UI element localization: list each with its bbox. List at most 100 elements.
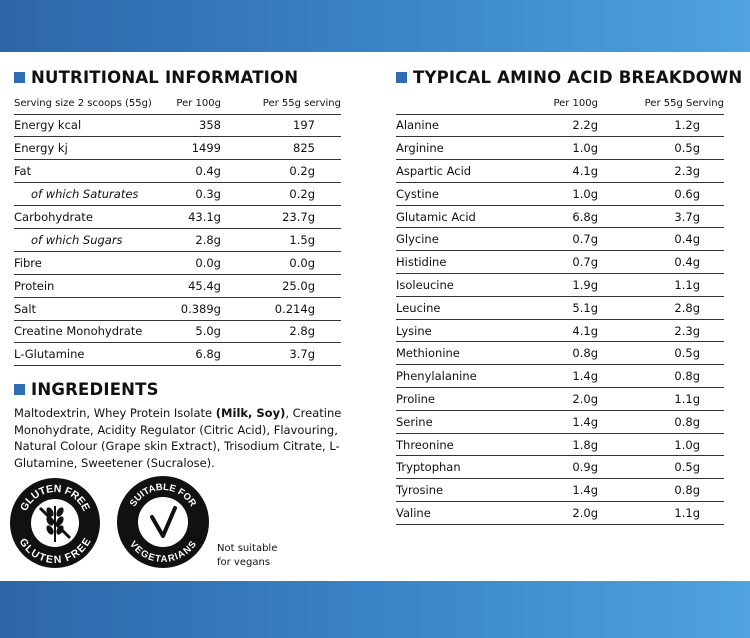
nutrition-row: Energy kcal 358 197 bbox=[14, 114, 341, 138]
ingredients-title: INGREDIENTS bbox=[31, 380, 159, 399]
vegan-note: Not suitable for vegans bbox=[217, 542, 277, 570]
row-per100-value: 2.8g bbox=[151, 228, 227, 252]
row-per-serving-value: 2.8g bbox=[226, 320, 341, 344]
amino-row: Arginine 1.0g 0.5g bbox=[396, 136, 724, 161]
row-per-serving-value: 1.2g bbox=[604, 114, 724, 138]
row-label: Creatine Monohydrate bbox=[14, 320, 152, 344]
vegetarian-badge: SUITABLE FOR VEGETARIANS bbox=[117, 476, 209, 568]
row-per-serving-value: 0.8g bbox=[604, 478, 724, 503]
row-per-serving-value: 0.2g bbox=[226, 159, 341, 184]
row-per-serving-value: 0.5g bbox=[604, 455, 724, 480]
row-per-serving-value: 1.1g bbox=[604, 273, 724, 297]
amino-row: Methionine 0.8g 0.5g bbox=[396, 341, 724, 366]
nutrition-row: Carbohydrate 43.1g 23.7g bbox=[14, 205, 341, 229]
amino-header-row: Per 100g Per 55g Serving bbox=[396, 94, 724, 115]
row-per-serving-value: 25.0g bbox=[226, 274, 341, 298]
row-per-serving-value: 0.8g bbox=[604, 410, 724, 434]
amino-table: Per 100g Per 55g Serving Alanine 2.2g 1.2g… bbox=[396, 94, 724, 525]
row-per-serving-value: 0.5g bbox=[604, 136, 724, 161]
row-per100-value: 358 bbox=[151, 114, 227, 138]
nutrition-row: Protein 45.4g 25.0g bbox=[14, 274, 341, 298]
per100-header: Per 100g bbox=[151, 94, 227, 115]
row-per-serving-value: 1.0g bbox=[604, 433, 724, 457]
row-label: Fibre bbox=[14, 251, 152, 275]
row-per-serving-value: 2.3g bbox=[604, 319, 724, 343]
amino-title: TYPICAL AMINO ACID BREAKDOWN bbox=[413, 68, 743, 87]
row-per100-value: 1.4g bbox=[510, 478, 604, 503]
row-per100-value: 43.1g bbox=[151, 205, 227, 229]
amino-row: Serine 1.4g 0.8g bbox=[396, 410, 724, 434]
row-per-serving-value: 1.1g bbox=[604, 387, 724, 411]
amino-row: Phenylalanine 1.4g 0.8g bbox=[396, 364, 724, 389]
row-per-serving-value: 197 bbox=[226, 114, 341, 138]
nutrition-heading: NUTRITIONAL INFORMATION bbox=[14, 68, 298, 87]
row-per-serving-value: 0.4g bbox=[604, 227, 724, 252]
row-per100-value: 1.4g bbox=[510, 410, 604, 434]
amino-row: Alanine 2.2g 1.2g bbox=[396, 114, 724, 138]
row-per100-value: 0.4g bbox=[151, 159, 227, 184]
row-per100-value: 6.8g bbox=[151, 342, 227, 367]
row-per100-value: 1.0g bbox=[510, 136, 604, 161]
row-per100-value: 0.9g bbox=[510, 455, 604, 480]
nutrition-table: Serving size 2 scoops (55g) Per 100g Per… bbox=[14, 94, 341, 367]
amino-row: Lysine 4.1g 2.3g bbox=[396, 319, 724, 343]
amino-row: Glycine 0.7g 0.4g bbox=[396, 227, 724, 252]
row-per100-value: 0.8g bbox=[510, 341, 604, 366]
row-per100-value: 5.1g bbox=[510, 296, 604, 320]
row-label: Glycine bbox=[396, 227, 510, 252]
amino-row: Histidine 0.7g 0.4g bbox=[396, 250, 724, 275]
row-per100-value: 0.389g bbox=[151, 297, 227, 321]
row-label: of which Saturates bbox=[14, 182, 152, 207]
amino-row: Glutamic Acid 6.8g 3.7g bbox=[396, 205, 724, 229]
row-label: Energy kj bbox=[14, 136, 152, 161]
row-per100-value: 4.1g bbox=[510, 319, 604, 343]
row-label: Leucine bbox=[396, 296, 510, 320]
amino-per100-header: Per 100g bbox=[510, 94, 604, 115]
row-label: Serine bbox=[396, 410, 510, 434]
wheat-crossed-icon bbox=[38, 506, 72, 542]
row-label: Protein bbox=[14, 274, 152, 298]
row-label: Valine bbox=[396, 501, 510, 525]
nutrition-row: of which Sugars 2.8g 1.5g bbox=[14, 228, 341, 252]
bottom-color-band bbox=[0, 581, 750, 638]
row-per100-value: 4.1g bbox=[510, 159, 604, 183]
nutrition-row: Fat 0.4g 0.2g bbox=[14, 159, 341, 184]
amino-row: Valine 2.0g 1.1g bbox=[396, 501, 724, 525]
row-per100-value: 0.0g bbox=[151, 251, 227, 275]
row-per-serving-value: 3.7g bbox=[604, 205, 724, 229]
row-per-serving-value: 825 bbox=[226, 136, 341, 161]
row-per100-value: 1.9g bbox=[510, 273, 604, 297]
vegan-note-line2: for vegans bbox=[217, 557, 271, 568]
row-label: Fat bbox=[14, 159, 152, 184]
row-label: Alanine bbox=[396, 114, 510, 138]
amino-row: Aspartic Acid 4.1g 2.3g bbox=[396, 159, 724, 183]
top-color-band bbox=[0, 0, 750, 52]
row-per-serving-value: 23.7g bbox=[226, 205, 341, 229]
heading-square-icon bbox=[14, 384, 25, 395]
ingredients-after: , Creatine Monohydrate, Acidity Regulato… bbox=[14, 406, 342, 470]
nutrition-row: L-Glutamine 6.8g 3.7g bbox=[14, 342, 341, 367]
row-per100-value: 1.0g bbox=[510, 182, 604, 206]
row-label: Arginine bbox=[396, 136, 510, 161]
amino-row: Cystine 1.0g 0.6g bbox=[396, 182, 724, 206]
nutrition-rows: Energy kcal 358 197 Energy kj 1499 825 Fat 0.4g… bbox=[14, 114, 341, 367]
amino-row: Proline 2.0g 1.1g bbox=[396, 387, 724, 411]
row-per100-value: 2.0g bbox=[510, 387, 604, 411]
row-per-serving-value: 0.5g bbox=[604, 341, 724, 366]
ingredients-text: Maltodextrin, Whey Protein Isolate (Milk… bbox=[14, 405, 359, 471]
ingredients-before: Maltodextrin, Whey Protein Isolate bbox=[14, 406, 216, 420]
ingredients-allergens: (Milk, Soy) bbox=[215, 406, 286, 420]
serving-size-header: Serving size 2 scoops (55g) bbox=[14, 94, 152, 115]
row-label: Phenylalanine bbox=[396, 364, 510, 389]
amino-rows: Alanine 2.2g 1.2g Arginine 1.0g 0.5g Aspartic … bbox=[396, 114, 724, 525]
row-per100-value: 0.3g bbox=[151, 182, 227, 207]
row-label: Energy kcal bbox=[14, 114, 152, 138]
row-per-serving-value: 0.6g bbox=[604, 182, 724, 206]
row-per-serving-value: 0.2g bbox=[226, 182, 341, 207]
nutrition-row: Energy kj 1499 825 bbox=[14, 136, 341, 161]
amino-row: Tyrosine 1.4g 0.8g bbox=[396, 478, 724, 503]
row-label: L-Glutamine bbox=[14, 342, 152, 367]
row-per100-value: 6.8g bbox=[510, 205, 604, 229]
row-label: Threonine bbox=[396, 433, 510, 457]
row-label: of which Sugars bbox=[14, 228, 152, 252]
